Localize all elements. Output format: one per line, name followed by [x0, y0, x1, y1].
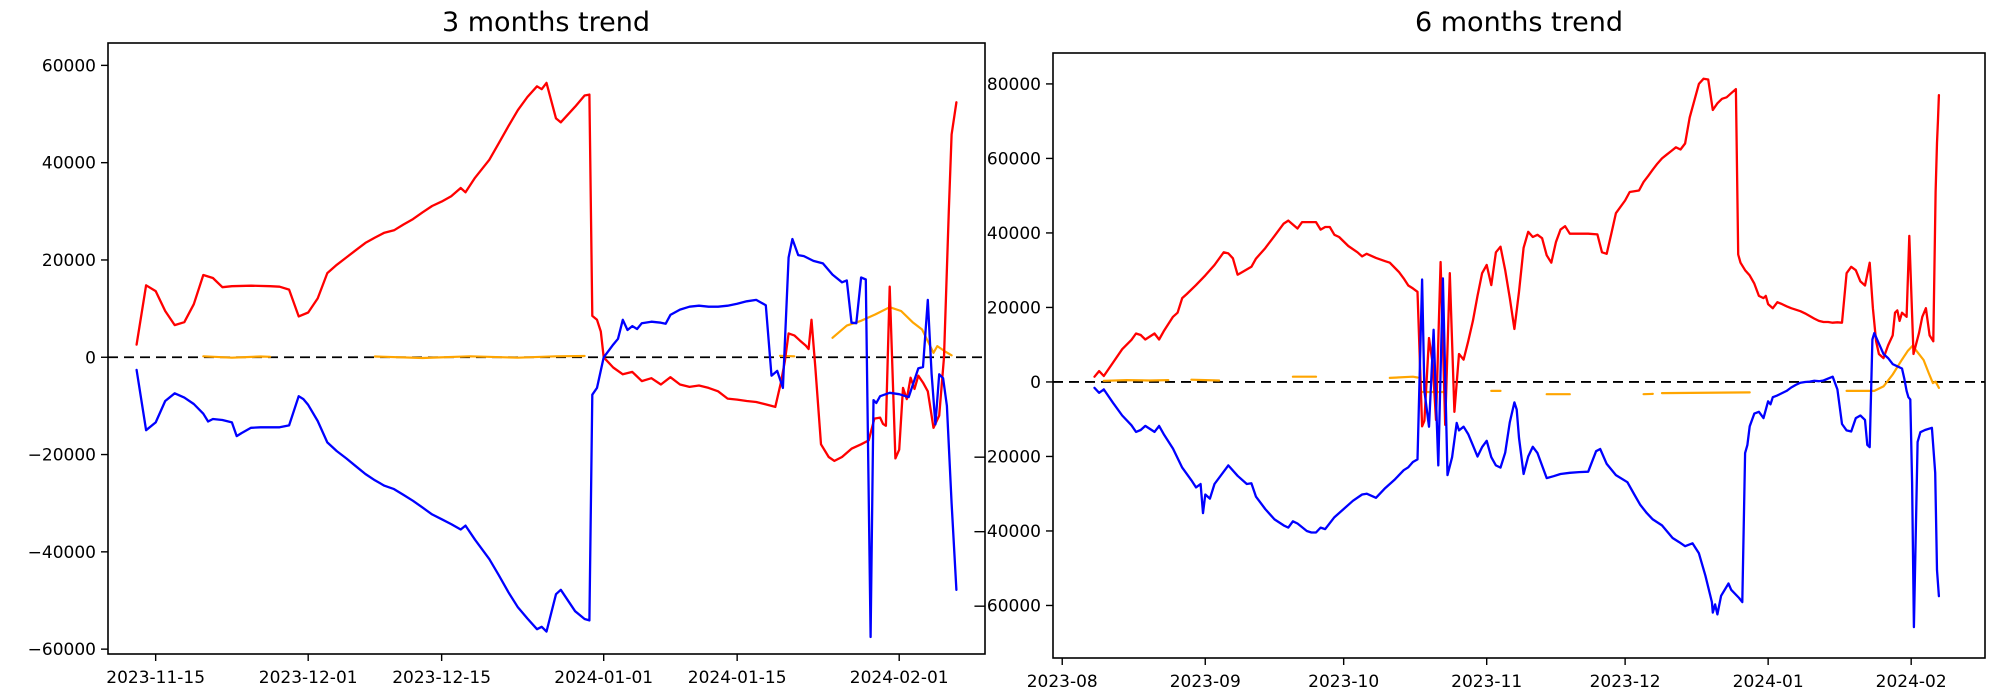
- y-tick-label: −40000: [28, 543, 96, 563]
- y-tick-label: −60000: [973, 596, 1041, 616]
- x-tick-label: 2023-11-15: [106, 668, 205, 688]
- blue-line: [135, 237, 958, 639]
- y-tick-label: 40000: [42, 154, 96, 174]
- y-tick-label: 0: [85, 348, 96, 368]
- orange-line: [1388, 375, 1419, 379]
- plot-frame: [107, 42, 986, 655]
- x-tick-label: 2023-09: [1170, 672, 1241, 692]
- x-tick-label: 2024-01-15: [688, 668, 787, 688]
- y-tick-label: 0: [1030, 373, 1041, 393]
- chart-title-3-months: 3 months trend: [442, 7, 650, 38]
- orange-line: [1845, 344, 1940, 392]
- orange-line: [1190, 378, 1221, 382]
- orange-line: [831, 306, 953, 357]
- x-tick-label: 2024-01: [1733, 672, 1804, 692]
- y-tick-label: −40000: [973, 522, 1041, 542]
- y-tick-label: 80000: [987, 75, 1041, 95]
- chart-1: 80000 60000 40000 20000 0 −20000 −40000 −60000 2…: [973, 52, 1986, 692]
- x-tick-label: 2023-08: [1027, 672, 1098, 692]
- y-tick-label: 20000: [987, 298, 1041, 318]
- y-tick-label: −20000: [973, 447, 1041, 467]
- orange-line: [373, 354, 586, 360]
- orange-line: [202, 355, 272, 359]
- orange-line: [1660, 391, 1751, 395]
- x-tick-label: 2023-11: [1451, 672, 1522, 692]
- y-tick-label: 40000: [987, 224, 1041, 244]
- y-tick-label: 60000: [987, 149, 1041, 169]
- x-tick-label: 2023-12: [1590, 672, 1661, 692]
- x-tick-label: 2024-01-01: [554, 668, 653, 688]
- x-tick-label: 2023-12-01: [259, 668, 358, 688]
- x-tick-label: 2024-02: [1876, 672, 1947, 692]
- x-tick-label: 2023-12-15: [392, 668, 491, 688]
- orange-line: [1102, 379, 1170, 382]
- y-tick-label: −20000: [28, 446, 96, 466]
- chart-0: 60000 40000 20000 0 −20000 −40000 −60000 2023-1…: [28, 42, 986, 688]
- y-tick-label: −60000: [28, 640, 96, 660]
- red-line: [135, 81, 958, 463]
- y-tick-label: 60000: [42, 56, 96, 76]
- x-tick-label: 2023-10: [1308, 672, 1379, 692]
- blue-line: [1093, 277, 1941, 629]
- plot-frame: [1052, 52, 1986, 659]
- chart-title-6-months: 6 months trend: [1415, 7, 1623, 38]
- orange-line: [778, 354, 796, 358]
- x-tick-label: 2024-02-01: [850, 668, 949, 688]
- red-line: [1093, 77, 1941, 428]
- y-tick-label: 20000: [42, 251, 96, 271]
- charts-layer: 60000 40000 20000 0 −20000 −40000 −60000 2023-1…: [28, 42, 1986, 692]
